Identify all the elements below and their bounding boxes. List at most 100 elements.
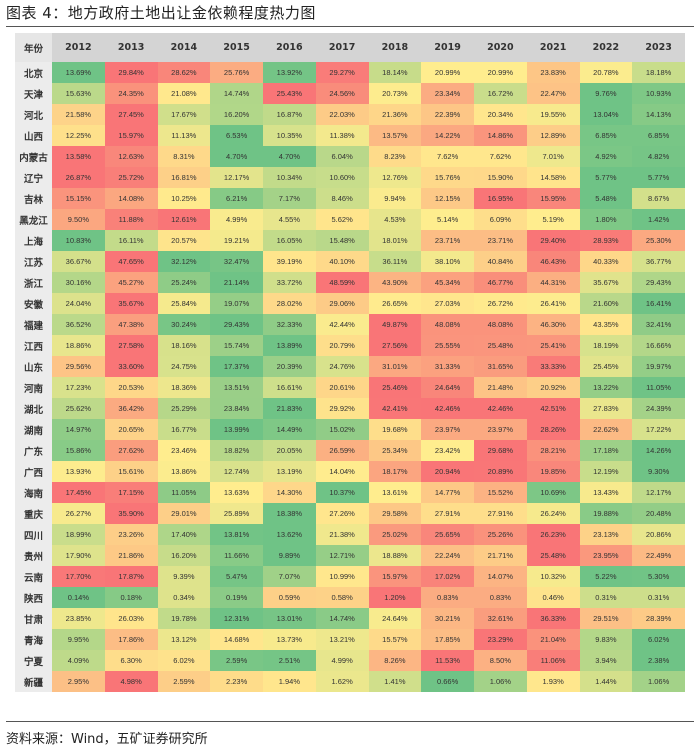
heatmap-cell: 30.21% <box>421 608 474 629</box>
heatmap-cell: 24.64% <box>368 608 422 629</box>
heatmap-cell: 15.61% <box>104 461 158 482</box>
heatmap-cell: 10.32% <box>526 566 580 587</box>
heatmap-cell: 26.23% <box>526 524 580 545</box>
heatmap-cell: 17.37% <box>210 356 263 377</box>
heatmap-cell: 43.90% <box>368 272 422 293</box>
heatmap-cell: 5.77% <box>579 167 633 188</box>
heatmap-cell: 13.58% <box>52 146 105 167</box>
heatmap-cell: 23.13% <box>579 524 633 545</box>
heatmap-cell: 12.17% <box>632 482 685 503</box>
heatmap-cell: 6.53% <box>210 125 263 146</box>
heatmap-cell: 4.55% <box>263 209 316 230</box>
heatmap-cell: 17.15% <box>104 482 158 503</box>
heatmap-cell: 13.62% <box>263 524 316 545</box>
heatmap-cell: 24.04% <box>52 293 105 314</box>
heatmap-cell: 20.79% <box>315 335 369 356</box>
heatmap-cell: 25.48% <box>526 545 580 566</box>
heatmap-body: 北京 13.69% 29.84% 28.62% 25.76% 13.92% 29.27% 18… <box>15 62 685 692</box>
heatmap-cell: 15.74% <box>210 335 263 356</box>
heatmap-cell: 6.04% <box>315 146 369 167</box>
table-row: 内蒙古 13.58% 12.63% 8.31% 4.70% 4.70% 6.04% 8.23%… <box>15 146 685 167</box>
heatmap-cell: 27.26% <box>315 503 369 524</box>
heatmap-cell: 39.19% <box>263 251 316 272</box>
heatmap-cell: 25.45% <box>579 356 633 377</box>
heatmap-cell: 21.60% <box>579 293 633 314</box>
heatmap-cell: 14.49% <box>263 419 316 440</box>
heatmap-cell: 22.62% <box>579 419 633 440</box>
heatmap-cell: 29.43% <box>632 272 685 293</box>
heatmap-cell: 3.94% <box>579 650 633 671</box>
heatmap-cell: 23.42% <box>421 440 474 461</box>
heatmap-cell: 18.82% <box>210 440 263 461</box>
heatmap-cell: 10.99% <box>315 566 369 587</box>
heatmap-cell: 25.30% <box>632 230 685 251</box>
row-label: 黑龙江 <box>15 209 52 230</box>
heatmap-cell: 19.78% <box>157 608 211 629</box>
heatmap-cell: 12.61% <box>157 209 211 230</box>
table-row: 河北 21.58% 27.45% 17.67% 16.20% 16.87% 22.03% 21… <box>15 104 685 125</box>
heatmap-cell: 5.30% <box>632 566 685 587</box>
heatmap-cell: 2.51% <box>263 650 316 671</box>
table-row: 甘肃 23.85% 26.03% 19.78% 12.31% 13.01% 14.74% 24… <box>15 608 685 629</box>
heatmap-cell: 9.83% <box>579 629 633 650</box>
heatmap-cell: 13.43% <box>579 482 633 503</box>
heatmap-cell: 23.85% <box>52 608 105 629</box>
heatmap-cell: 17.86% <box>104 629 158 650</box>
table-row: 辽宁 26.87% 25.72% 16.81% 12.17% 10.34% 10.60% 12… <box>15 167 685 188</box>
heatmap-cell: 13.89% <box>263 335 316 356</box>
column-header-2017: 2017 <box>328 42 356 53</box>
heatmap-cell: 25.62% <box>52 398 105 419</box>
column-header-2018: 2018 <box>381 42 409 53</box>
heatmap-cell: 38.10% <box>421 251 474 272</box>
heatmap-cell: 23.84% <box>210 398 263 419</box>
heatmap-cell: 15.63% <box>52 83 105 104</box>
heatmap-cell: 20.61% <box>315 377 369 398</box>
table-row: 广东 15.86% 27.62% 23.46% 18.82% 20.05% 26.59% 25… <box>15 440 685 461</box>
heatmap-cell: 36.11% <box>368 251 422 272</box>
heatmap-cell: 19.21% <box>210 230 263 251</box>
heatmap-cell: 20.53% <box>104 377 158 398</box>
heatmap-cell: 20.57% <box>157 230 211 251</box>
heatmap-cell: 18.99% <box>52 524 105 545</box>
title-divider <box>6 26 694 27</box>
column-header-2020: 2020 <box>487 42 514 53</box>
heatmap-cell: 20.89% <box>474 461 527 482</box>
heatmap-cell: 7.62% <box>474 146 527 167</box>
heatmap-cell: 35.90% <box>104 503 158 524</box>
heatmap-cell: 4.53% <box>368 209 422 230</box>
heatmap-cell: 10.37% <box>315 482 369 503</box>
heatmap-cell: 42.51% <box>526 398 580 419</box>
heatmap-cell: 36.52% <box>52 314 105 335</box>
row-label: 天津 <box>15 83 52 104</box>
heatmap-cell: 0.46% <box>526 587 580 608</box>
heatmap-cell: 16.77% <box>157 419 211 440</box>
heatmap-cell: 15.97% <box>368 566 422 587</box>
heatmap-cell: 25.43% <box>263 83 316 104</box>
heatmap-cell: 29.68% <box>474 440 527 461</box>
row-label: 河北 <box>15 104 52 125</box>
heatmap-cell: 36.42% <box>104 398 158 419</box>
heatmap-cell: 27.83% <box>579 398 633 419</box>
heatmap-cell: 4.70% <box>210 146 263 167</box>
heatmap-cell: 12.71% <box>315 545 369 566</box>
heatmap-cell: 11.66% <box>210 545 263 566</box>
heatmap-cell: 4.92% <box>579 146 633 167</box>
row-label: 宁夏 <box>15 650 52 671</box>
heatmap-cell: 33.33% <box>526 356 580 377</box>
heatmap-cell: 15.76% <box>421 167 474 188</box>
heatmap-cell: 14.74% <box>315 608 369 629</box>
heatmap-cell: 47.38% <box>104 314 158 335</box>
heatmap-cell: 32.12% <box>157 251 211 272</box>
heatmap-cell: 27.91% <box>474 503 527 524</box>
heatmap-cell: 17.22% <box>632 419 685 440</box>
heatmap-cell: 7.17% <box>263 188 316 209</box>
row-label: 江西 <box>15 335 52 356</box>
table-row: 四川 18.99% 23.26% 17.40% 13.81% 13.62% 21.38% 25… <box>15 524 685 545</box>
heatmap-cell: 47.65% <box>104 251 158 272</box>
column-header-2016: 2016 <box>276 42 303 53</box>
heatmap-cell: 22.39% <box>421 104 474 125</box>
heatmap-cell: 31.33% <box>421 356 474 377</box>
heatmap-cell: 18.36% <box>157 377 211 398</box>
heatmap-cell: 2.59% <box>157 671 211 692</box>
heatmap-cell: 11.53% <box>421 650 474 671</box>
